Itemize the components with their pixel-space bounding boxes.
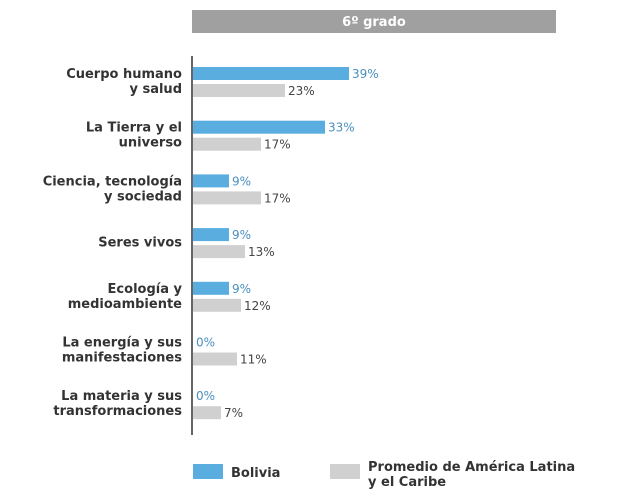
category-label-line: transformaciones bbox=[53, 404, 182, 419]
legend-label-line: y el Caribe bbox=[368, 475, 446, 490]
legend-label-line: Bolivia bbox=[231, 466, 280, 481]
category-group: La Tierra y el universo 33% 17% bbox=[86, 120, 355, 152]
bar-promedio bbox=[193, 245, 245, 259]
bar-bolivia bbox=[193, 67, 349, 80]
category-label-line: Ciencia, tecnología bbox=[43, 174, 182, 189]
data-label: 0% bbox=[196, 389, 215, 403]
bar-promedio bbox=[193, 352, 237, 366]
category-label-line: Cuerpo humano bbox=[66, 67, 182, 82]
category-label: Ciencia, tecnología y sociedad bbox=[43, 174, 182, 204]
category-label-line: Seres vivos bbox=[98, 236, 182, 251]
category-label-line: La materia y sus bbox=[61, 389, 182, 404]
data-label: 17% bbox=[264, 138, 291, 152]
category-label-line: La energía y sus bbox=[62, 336, 182, 351]
data-label: 23% bbox=[288, 84, 315, 98]
category-group: Ecología y medioambiente 9% 12% bbox=[68, 281, 271, 313]
category-group: La materia y sus transformaciones 0% 7% bbox=[53, 389, 243, 420]
bar-bolivia bbox=[193, 281, 229, 295]
data-label: 9% bbox=[232, 228, 251, 242]
data-label: 9% bbox=[232, 174, 251, 188]
data-label: 39% bbox=[352, 67, 379, 81]
bar-promedio bbox=[193, 137, 261, 151]
category-label: Cuerpo humano y salud bbox=[66, 67, 182, 97]
category-label-line: Ecología y bbox=[108, 282, 183, 297]
bar-promedio bbox=[193, 298, 241, 312]
bar-promedio bbox=[193, 84, 285, 97]
category-group: La energía y sus manifestaciones 0% 11% bbox=[62, 336, 267, 367]
category-label-line: y salud bbox=[129, 82, 182, 97]
bar-bolivia bbox=[193, 120, 325, 134]
legend-item: Bolivia bbox=[193, 464, 280, 481]
legend-label-line: Promedio de América Latina bbox=[368, 460, 575, 475]
category-label-line: y sociedad bbox=[104, 189, 182, 204]
category-label: Seres vivos bbox=[98, 236, 182, 251]
category-label-line: universo bbox=[119, 136, 182, 151]
data-label: 11% bbox=[240, 353, 267, 367]
data-label: 17% bbox=[264, 191, 291, 205]
data-label: 13% bbox=[248, 245, 275, 259]
category-group: Ciencia, tecnología y sociedad 9% 17% bbox=[43, 174, 291, 205]
bar-bolivia bbox=[193, 228, 229, 242]
legend-swatch bbox=[330, 464, 360, 479]
data-label: 9% bbox=[232, 282, 251, 296]
category-label: La Tierra y el universo bbox=[86, 121, 182, 151]
category-group: Seres vivos 9% 13% bbox=[98, 228, 275, 259]
data-label: 33% bbox=[328, 121, 355, 135]
chart-title: 6º grado bbox=[342, 15, 406, 30]
data-label: 7% bbox=[224, 406, 243, 420]
category-label-line: manifestaciones bbox=[62, 351, 182, 366]
data-label: 12% bbox=[244, 299, 271, 313]
category-label-line: La Tierra y el bbox=[86, 121, 182, 136]
data-label: 0% bbox=[196, 336, 215, 350]
category-label: Ecología y medioambiente bbox=[68, 282, 183, 312]
category-label: La energía y sus manifestaciones bbox=[62, 336, 182, 366]
legend-label: Bolivia bbox=[231, 466, 280, 481]
category-label-line: medioambiente bbox=[68, 297, 182, 312]
bar-promedio bbox=[193, 406, 221, 420]
bar-promedio bbox=[193, 191, 261, 205]
category-label: La materia y sus transformaciones bbox=[53, 389, 182, 419]
legend-label: Promedio de América Latina y el Caribe bbox=[368, 460, 575, 490]
title-banner bbox=[192, 10, 556, 33]
bar-bolivia bbox=[193, 174, 229, 188]
legend: Bolivia Promedio de América Latina y el Ca… bbox=[193, 460, 575, 490]
category-group: Cuerpo humano y salud 39% 23% bbox=[66, 67, 379, 98]
legend-swatch bbox=[193, 464, 223, 479]
plot-area: Cuerpo humano y salud 39% 23% La Tierra y el… bbox=[43, 67, 379, 420]
legend-item: Promedio de América Latina y el Caribe bbox=[330, 460, 575, 490]
